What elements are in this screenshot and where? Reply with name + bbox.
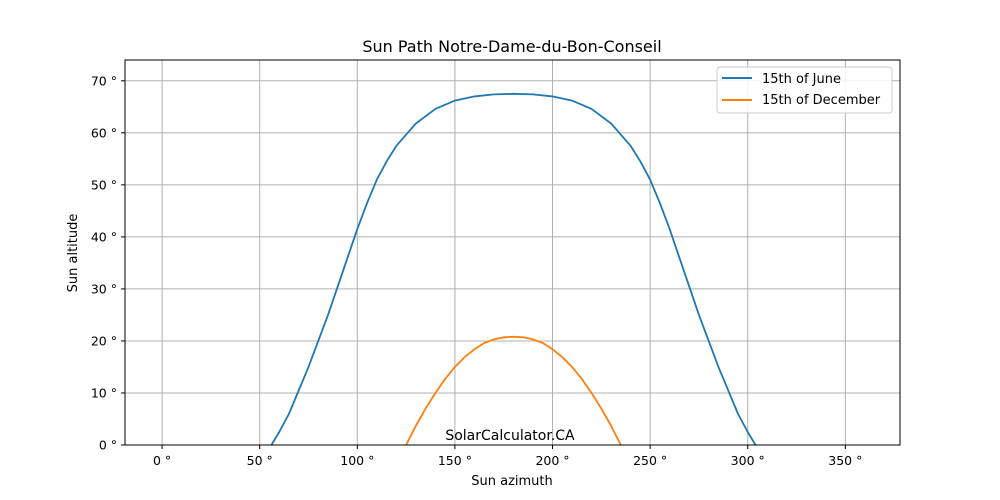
plot-area [125, 60, 900, 445]
x-tick-label: 150 ° [438, 453, 472, 468]
x-tick-label: 50 ° [247, 453, 273, 468]
x-tick-label: 200 ° [535, 453, 569, 468]
y-tick-label: 60 ° [91, 125, 117, 140]
y-tick-label: 50 ° [91, 177, 117, 192]
plot-frame [124, 59, 901, 446]
chart-title: Sun Path Notre-Dame-du-Bon-Conseil [362, 37, 661, 56]
y-tick-label: 0 ° [99, 438, 117, 453]
x-axis-title: Sun azimuth [471, 474, 553, 489]
y-tick-label: 40 ° [91, 229, 117, 244]
y-tick-label: 30 ° [91, 281, 117, 296]
x-tick-label: 350 ° [828, 453, 862, 468]
legend-box [716, 66, 893, 114]
y-tick-label: 70 ° [91, 73, 117, 88]
series-line-june [270, 92, 757, 446]
ticks: 0 ° 50 ° 100 ° 150 ° 200 ° 250 ° 300 ° 350 ° 0 °… [91, 73, 863, 468]
legend-label-december: 15th of December [762, 93, 881, 108]
x-tick-label: 0 ° [153, 453, 171, 468]
legend: 15th of June 15th of December [716, 66, 893, 114]
watermark-annotation: SolarCalculator.CA [445, 428, 575, 444]
y-tick-label: 10 ° [91, 385, 117, 400]
x-tick-label: 100 ° [340, 453, 374, 468]
y-tick-label: 20 ° [91, 333, 117, 348]
x-tick-label: 250 ° [633, 453, 667, 468]
series-layer [270, 92, 757, 446]
series-line-december [405, 335, 622, 446]
y-axis-title: Sun altitude [66, 214, 81, 293]
legend-label-june: 15th of June [762, 72, 841, 87]
x-tick-label: 300 ° [731, 453, 765, 468]
